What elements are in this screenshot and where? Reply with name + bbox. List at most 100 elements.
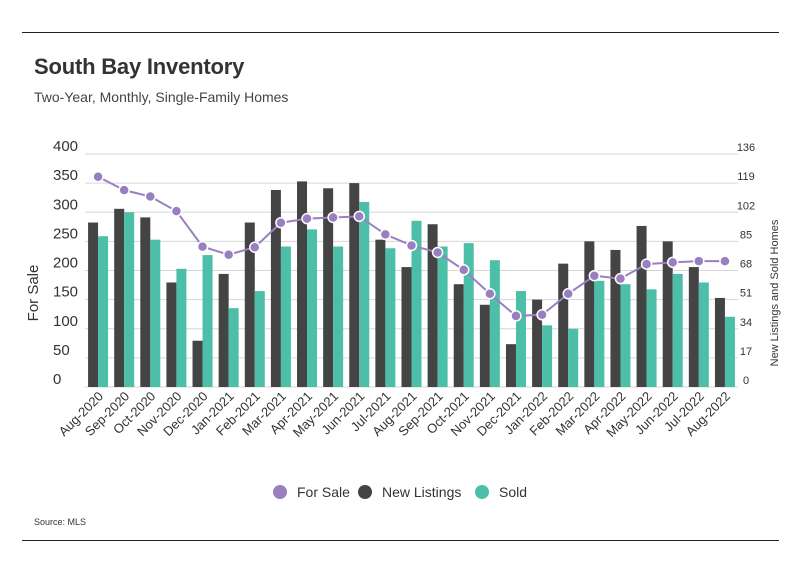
- sold-bar: [254, 291, 265, 387]
- for-sale-point: [222, 249, 235, 261]
- for-sale-point: [249, 241, 261, 253]
- for-sale-point: [301, 212, 313, 225]
- right-tick-label: 136: [737, 142, 755, 154]
- legend-new-listings-label: New Listings: [382, 484, 461, 500]
- sold-bar: [672, 273, 683, 387]
- new-listings-bar: [636, 225, 647, 387]
- left-tick-label: 250: [53, 225, 78, 242]
- for-sale-point: [170, 205, 183, 217]
- left-tick-label: 350: [53, 167, 78, 184]
- for-sale-point: [510, 310, 522, 322]
- new-listings-bar: [192, 340, 203, 387]
- new-listings-bar: [140, 217, 151, 387]
- source-note: Source: MLS: [34, 517, 87, 527]
- new-listings-bar: [244, 222, 255, 387]
- for-sale-point: [118, 184, 130, 196]
- sold-bar: [176, 268, 187, 387]
- for-sale-point: [562, 288, 574, 300]
- left-axis-label: For Sale: [25, 265, 42, 322]
- right-tick-label: 17: [740, 346, 752, 358]
- sold-bar: [307, 229, 318, 387]
- right-tick-label: 85: [740, 229, 752, 241]
- for-sale-point: [353, 210, 366, 223]
- chart-subtitle: Two-Year, Monthly, Single-Family Homes: [34, 89, 289, 105]
- left-tick-label: 400: [53, 138, 78, 155]
- for-sale-point: [640, 258, 653, 270]
- new-listings-bar: [88, 222, 99, 387]
- left-tick-label: 200: [53, 255, 78, 272]
- for-sale-point: [405, 239, 418, 252]
- legend: For Sale New Listings Sold: [273, 484, 527, 500]
- for-sale-point: [457, 264, 470, 276]
- sold-bar: [646, 289, 657, 387]
- right-tick-label: 119: [737, 171, 755, 183]
- new-listings-bar: [270, 189, 281, 387]
- for-sale-point: [431, 246, 444, 259]
- new-listings-bar: [610, 249, 621, 387]
- new-listings-bar: [375, 239, 386, 387]
- for-sale-point: [144, 190, 157, 203]
- for-sale-point: [327, 211, 339, 224]
- chart-title: South Bay Inventory: [34, 54, 245, 79]
- for-sale-point: [275, 216, 287, 229]
- for-sale-point: [379, 228, 392, 241]
- left-tick-label: 150: [53, 284, 78, 301]
- for-sale-point: [484, 288, 496, 300]
- sold-bar: [594, 280, 605, 387]
- right-tick-label: 51: [740, 288, 752, 300]
- for-sale-line-layer: [92, 170, 731, 322]
- right-tick-label: 102: [737, 200, 755, 212]
- bars-layer: [88, 181, 735, 387]
- sold-bar: [568, 328, 579, 387]
- sold-bar: [542, 325, 553, 387]
- sold-bar: [437, 246, 448, 387]
- new-listings-bar: [114, 208, 125, 387]
- for-sale-point: [536, 309, 548, 321]
- new-listings-bar: [505, 344, 516, 387]
- sold-bar: [385, 248, 396, 387]
- left-tick-label: 50: [53, 342, 70, 359]
- new-listings-bar: [714, 297, 725, 387]
- legend-for-sale-label: For Sale: [297, 484, 350, 500]
- sold-bar: [228, 308, 239, 387]
- sold-bar: [411, 220, 422, 387]
- sold-bar: [698, 282, 709, 387]
- sold-bar: [515, 291, 526, 387]
- new-listings-bar: [662, 241, 673, 387]
- sold-bar: [724, 316, 735, 387]
- new-listings-bar: [323, 188, 334, 387]
- right-axis: 0 17 34 51 68 85 102 119 136: [737, 142, 755, 387]
- legend-sold-label: Sold: [499, 484, 527, 500]
- for-sale-point: [92, 170, 104, 183]
- sold-bar: [280, 246, 291, 387]
- new-listings-bar: [532, 299, 543, 387]
- new-listings-bar: [479, 304, 490, 387]
- for-sale-point: [614, 272, 627, 285]
- right-tick-label: 68: [740, 259, 752, 271]
- right-tick-label: 0: [743, 375, 749, 387]
- new-listings-bar: [688, 267, 699, 387]
- sold-bar: [359, 201, 370, 387]
- for-sale-point: [666, 256, 679, 269]
- sold-bar: [98, 236, 109, 387]
- new-listings-bar: [584, 241, 595, 387]
- left-tick-label: 0: [53, 371, 61, 388]
- sold-bar: [620, 284, 631, 387]
- for-sale-point: [719, 255, 731, 267]
- left-tick-label: 300: [53, 196, 78, 213]
- new-listings-bar: [166, 282, 177, 387]
- legend-new-listings-marker: [358, 485, 372, 499]
- sold-bar: [333, 246, 344, 387]
- sold-bar: [150, 239, 161, 387]
- legend-for-sale-marker: [273, 485, 287, 499]
- right-axis-label: New Listings and Sold Homes: [769, 219, 781, 366]
- new-listings-bar: [427, 224, 438, 387]
- for-sale-point: [196, 240, 209, 253]
- for-sale-point: [588, 269, 601, 282]
- bottom-rule: [22, 540, 779, 541]
- new-listings-bar: [558, 263, 569, 387]
- new-listings-bar: [453, 284, 464, 387]
- sold-bar: [463, 243, 474, 387]
- new-listings-bar: [349, 183, 360, 387]
